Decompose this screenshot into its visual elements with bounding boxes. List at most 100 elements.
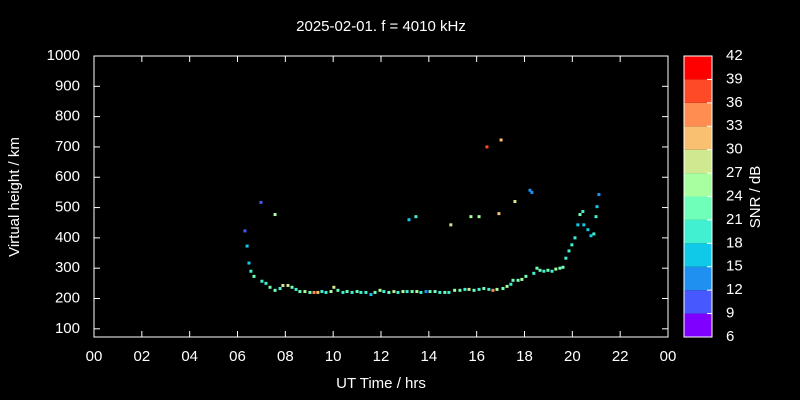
data-point [477,287,481,291]
data-point [396,290,400,294]
data-point [453,288,457,292]
data-point [249,269,253,273]
y-axis-label: Virtual height / km [6,137,23,257]
data-point [419,290,423,294]
data-point [516,278,520,282]
data-point [414,215,418,219]
x-tick-label: 16 [468,348,485,365]
y-tick-label: 500 [55,199,80,216]
data-point [438,290,442,294]
data-point [528,188,532,192]
colorbar-tick-label: 42 [726,47,743,64]
colorbar-segment [684,56,712,80]
data-point [554,267,558,271]
y-tick-label: 200 [55,289,80,306]
data-point [511,278,515,282]
data-point [329,290,333,294]
data-point [458,288,462,292]
x-tick-label: 00 [660,348,677,365]
x-tick-label: 06 [229,348,246,365]
x-tick-label: 08 [277,348,294,365]
data-point [392,290,396,294]
data-point [252,274,256,278]
data-point [312,290,316,294]
data-point [573,236,577,240]
data-point [520,277,524,281]
data-point [576,223,580,227]
data-point [485,145,489,149]
colorbar-segment [684,79,712,103]
colorbar-segment [684,173,712,197]
data-point [433,290,437,294]
data-point [387,290,391,294]
data-point [324,290,328,294]
data-point [491,288,495,292]
data-point [355,290,359,294]
data-point [499,138,503,142]
data-point [567,249,571,253]
data-point [463,287,467,291]
data-point [597,193,601,197]
data-point [558,266,562,270]
y-tick-label: 700 [55,138,80,155]
x-tick-label: 02 [133,348,150,365]
colorbar-tick-label: 9 [726,305,734,322]
data-point [592,232,596,236]
data-point [401,290,405,294]
data-point [595,205,599,209]
colorbar-tick-label: 30 [726,141,743,158]
data-point [535,266,539,270]
data-point [268,285,272,289]
x-tick-label: 14 [420,348,437,365]
data-point [469,215,473,219]
x-tick-label: 00 [86,348,103,365]
data-point [278,286,282,290]
data-point [350,290,354,294]
data-point [341,290,345,294]
colorbar-tick-label: 33 [726,117,743,134]
colorbar-segment [684,126,712,150]
data-point [497,212,501,216]
data-point [532,271,536,275]
data-point [369,293,373,297]
data-point [546,268,550,272]
x-tick-label: 18 [516,348,533,365]
data-point [530,190,534,194]
data-point [564,256,568,260]
data-point [482,286,486,290]
colorbar-segment [684,243,712,267]
data-point [443,290,447,294]
data-point [264,281,268,285]
data-point [424,290,428,294]
data-point [477,215,481,219]
data-point [410,290,414,294]
x-tick-label: 10 [325,348,342,365]
data-point [509,282,513,286]
data-point [487,287,491,291]
data-point [578,213,582,217]
x-tick-label: 20 [564,348,581,365]
data-point [570,243,574,247]
data-point [524,274,528,278]
colorbar-segment [684,219,712,244]
colorbar-segment [684,290,712,314]
colorbar-tick-label: 18 [726,234,743,251]
y-tick-label: 300 [55,259,80,276]
data-point [589,234,593,238]
data-point [467,287,471,291]
chart-title: 2025-02-01. f = 4010 kHz [296,18,466,35]
data-point [290,285,294,289]
y-tick-label: 400 [55,229,80,246]
data-point [428,290,432,294]
data-point [243,229,247,233]
data-point [542,269,546,273]
data-point [316,290,320,294]
data-point [273,288,277,292]
data-point [495,287,499,291]
colorbar-tick-label: 15 [726,258,743,275]
data-point [378,288,382,292]
colorbar-tick-label: 21 [726,211,743,228]
colorbar-tick-label: 36 [726,94,743,111]
